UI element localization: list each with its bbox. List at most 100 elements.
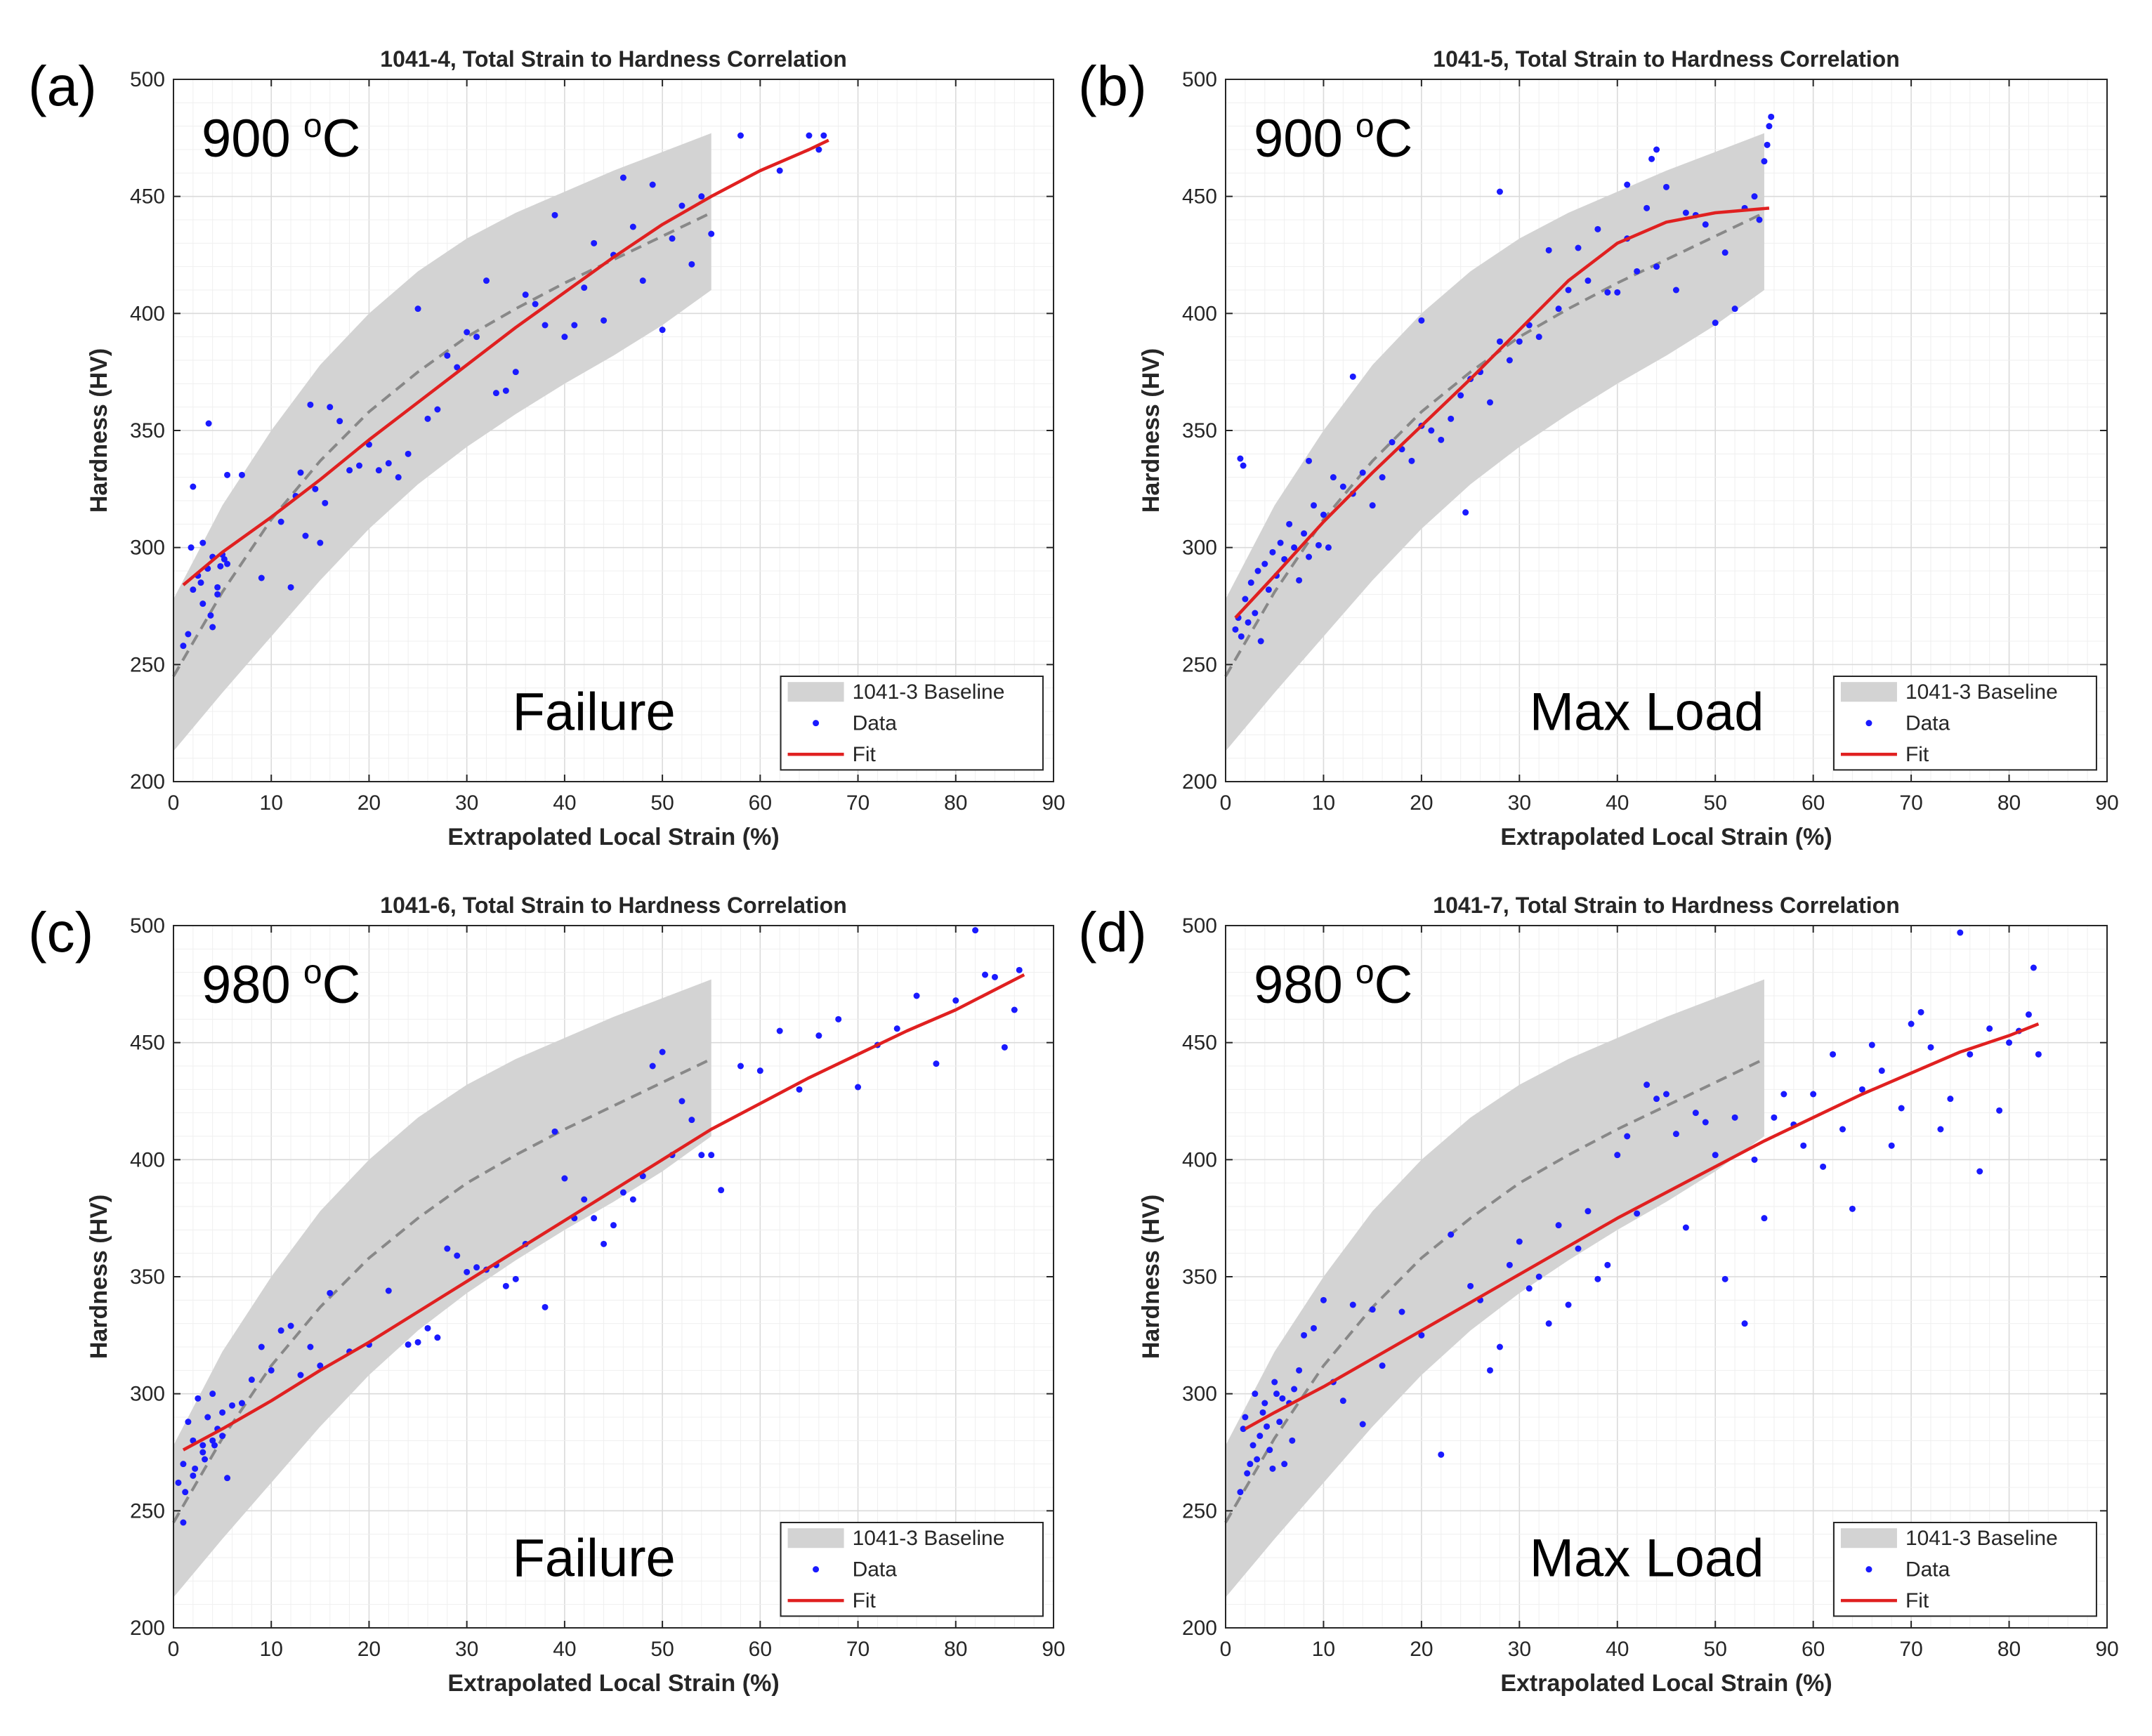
data-point: [434, 406, 441, 413]
data-point: [204, 1414, 211, 1421]
data-point: [551, 1128, 558, 1135]
data-point: [1389, 439, 1396, 446]
data-point: [776, 1027, 783, 1034]
data-point: [1771, 1114, 1778, 1121]
data-point: [444, 1245, 451, 1252]
x-tick-label: 90: [1042, 791, 1065, 815]
temperature-value: 980: [1254, 955, 1343, 1015]
legend-label-baseline: 1041-3 Baseline: [853, 680, 1005, 704]
data-point: [1369, 502, 1376, 509]
data-point: [207, 612, 214, 619]
data-point: [1252, 1390, 1259, 1398]
data-point: [1264, 1423, 1271, 1430]
data-point: [561, 1175, 568, 1182]
data-point: [180, 643, 187, 650]
data-point: [1604, 1261, 1611, 1268]
legend: 1041-3 Baseline Data Fit: [1832, 676, 2097, 771]
data-point: [1237, 1489, 1244, 1496]
x-tick-label: 50: [650, 791, 674, 815]
x-tick-label: 50: [1704, 791, 1727, 815]
data-point: [327, 404, 334, 411]
data-point: [1849, 1205, 1856, 1212]
data-point: [502, 1282, 509, 1289]
data-point: [1242, 596, 1249, 603]
data-point: [1634, 1210, 1641, 1217]
y-tick-label: 200: [1182, 770, 1217, 794]
data-point: [1467, 1282, 1474, 1289]
y-tick-label: 350: [1182, 1265, 1217, 1289]
data-point: [1702, 221, 1709, 228]
x-tick-label: 70: [1899, 1638, 1922, 1661]
data-point: [1761, 1215, 1768, 1222]
data-point: [199, 1442, 206, 1449]
data-point: [972, 927, 979, 934]
data-point: [182, 1489, 189, 1496]
data-point: [1496, 338, 1503, 345]
temperature-unit: C: [1374, 109, 1413, 169]
data-point: [1418, 317, 1425, 324]
y-tick-label: 350: [1182, 419, 1217, 442]
data-point: [1672, 287, 1679, 294]
data-point: [629, 223, 636, 230]
data-point: [238, 1400, 245, 1407]
condition-label: Max Load: [1530, 683, 1764, 742]
data-point: [1291, 1386, 1298, 1393]
x-tick-label: 80: [1997, 1638, 2021, 1661]
data-point: [483, 277, 490, 284]
data-point: [1269, 548, 1276, 555]
data-point: [1614, 1152, 1621, 1159]
data-point: [532, 301, 539, 308]
data-point: [1721, 249, 1728, 256]
x-tick-label: 40: [1606, 791, 1629, 815]
legend-marker-data: [1865, 720, 1872, 727]
data-point: [1011, 1006, 1018, 1013]
data-point: [1937, 1126, 1944, 1133]
data-point: [1648, 155, 1655, 162]
x-tick-label: 30: [1508, 791, 1531, 815]
data-point: [199, 539, 206, 546]
data-point: [1624, 181, 1631, 188]
data-point: [1506, 357, 1513, 364]
data-point: [806, 132, 813, 139]
data-point: [1810, 1091, 1817, 1098]
data-point: [1947, 1096, 1954, 1103]
y-tick-label: 350: [130, 1265, 165, 1289]
data-point: [192, 1465, 199, 1472]
fit-line: [1234, 206, 1770, 619]
x-tick-label: 20: [357, 1638, 381, 1661]
data-point: [1369, 1306, 1376, 1313]
x-tick-label: 20: [1410, 1638, 1433, 1661]
data-point: [214, 584, 221, 591]
data-point: [1448, 415, 1455, 422]
chart-title: 1041-4, Total Strain to Hardness Correla…: [380, 46, 846, 72]
x-tick-label: 90: [2095, 791, 2118, 815]
x-tick-label: 80: [1997, 791, 2021, 815]
data-point: [512, 1275, 519, 1282]
data-point: [815, 146, 822, 153]
data-point: [718, 1187, 725, 1194]
data-point: [1245, 619, 1252, 626]
data-point: [356, 462, 363, 469]
data-point: [1496, 1343, 1503, 1350]
x-tick-label: 20: [1410, 791, 1433, 815]
data-point: [1276, 1419, 1283, 1426]
data-point: [195, 1395, 202, 1402]
data-point: [561, 334, 568, 341]
y-tick-label: 300: [1182, 537, 1217, 560]
data-point: [209, 1390, 216, 1398]
legend-label-data: Data: [853, 712, 898, 735]
data-point: [1545, 246, 1552, 254]
y-tick-label: 300: [130, 537, 165, 560]
data-point: [1731, 305, 1738, 313]
data-point: [209, 624, 216, 631]
data-point: [581, 284, 588, 291]
data-point: [1682, 1224, 1689, 1231]
y-tick-label: 400: [130, 302, 165, 325]
data-point: [796, 1086, 803, 1093]
data-point: [219, 1409, 226, 1416]
data-point: [1830, 1051, 1837, 1058]
data-point: [229, 1402, 236, 1409]
fit-line: [182, 973, 1025, 1452]
y-tick-label: 250: [1182, 653, 1217, 676]
legend-label-fit: Fit: [1905, 743, 1929, 766]
